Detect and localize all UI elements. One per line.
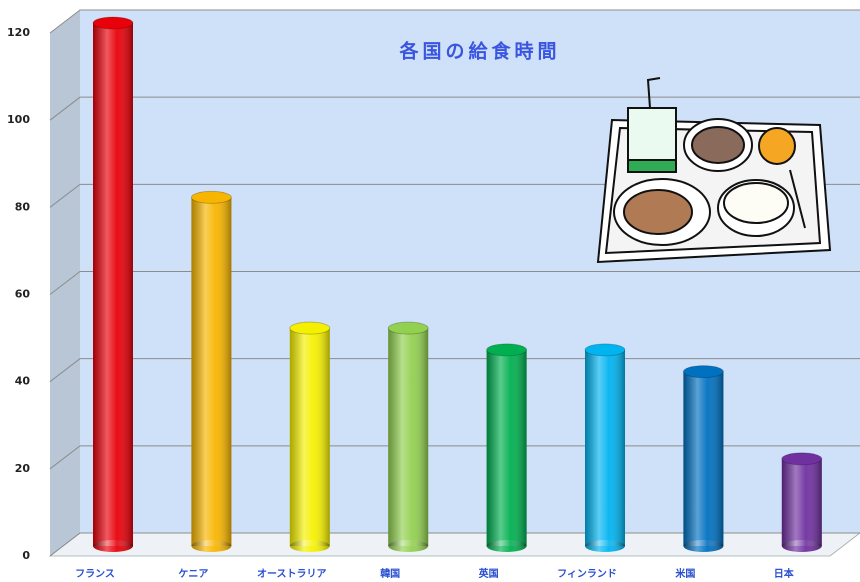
bar-bottom-shade <box>487 540 527 552</box>
bar-shade <box>388 328 428 546</box>
bar-shade <box>585 350 625 546</box>
chart: 各国の給食時間 0 20 40 60 80 100 120 フランス ケニア オーストラリア 韓国 英… <box>0 0 860 582</box>
y-tick-label: 100 <box>7 113 30 126</box>
milk-band <box>628 160 676 172</box>
bar-bottom-shade <box>93 540 133 552</box>
bar-shade <box>782 459 822 546</box>
y-tick-label: 20 <box>15 462 31 475</box>
y-tick-label: 80 <box>15 200 31 213</box>
bar-shade <box>487 350 527 546</box>
bar-bottom-shade <box>585 540 625 552</box>
bar-top <box>683 366 723 378</box>
x-tick-label: オーストラリア <box>257 568 327 580</box>
bar-bottom-shade <box>388 540 428 552</box>
floor <box>50 533 860 556</box>
bar-shade <box>290 328 330 546</box>
x-tick-label: 米国 <box>675 567 695 580</box>
bar-top <box>782 453 822 465</box>
y-tick-label: 40 <box>15 375 31 388</box>
x-tick-label: 英国 <box>478 567 499 580</box>
x-tick-label: ケニア <box>178 568 208 580</box>
orange <box>759 128 795 164</box>
x-tick-label: 日本 <box>774 567 795 580</box>
y-tick-label: 0 <box>22 549 30 562</box>
soup <box>692 127 744 163</box>
y-tick-label: 60 <box>15 288 31 301</box>
x-tick-label: フランス <box>75 568 115 580</box>
bar-top <box>388 322 428 334</box>
y-tick-label: 120 <box>7 26 30 39</box>
x-tick-label: 韓国 <box>380 567 400 580</box>
bar-shade <box>191 197 231 546</box>
chart-title: 各国の給食時間 <box>398 40 560 63</box>
bar-shade <box>93 23 133 546</box>
bar-shade <box>683 372 723 546</box>
bar-bottom-shade <box>290 540 330 552</box>
rice <box>724 183 788 223</box>
x-tick-label: フィンランド <box>557 568 617 580</box>
bar-bottom-shade <box>782 540 822 552</box>
fish <box>624 190 692 234</box>
bar-bottom-shade <box>683 540 723 552</box>
bar-bottom-shade <box>191 540 231 552</box>
bar-top <box>487 344 527 356</box>
bar-top <box>290 322 330 334</box>
bar-top <box>585 344 625 356</box>
bar-top <box>93 17 133 29</box>
bar-top <box>191 191 231 203</box>
